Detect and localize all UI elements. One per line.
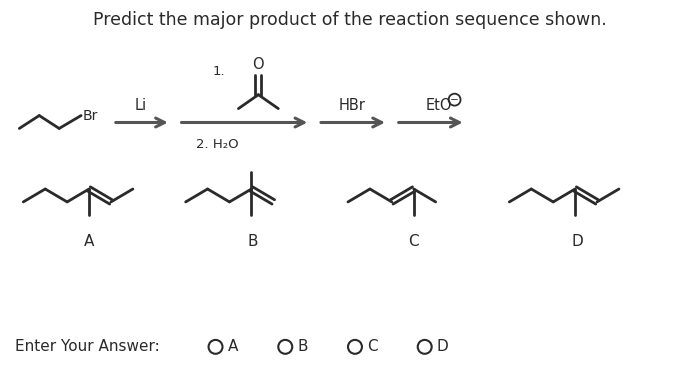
Text: C: C <box>367 339 377 354</box>
Text: D: D <box>571 234 583 249</box>
Text: HBr: HBr <box>339 98 365 112</box>
Text: B: B <box>247 234 258 249</box>
Text: Br: Br <box>83 109 99 122</box>
Text: O: O <box>253 57 264 72</box>
Text: −: − <box>450 95 459 105</box>
Text: Predict the major product of the reaction sequence shown.: Predict the major product of the reactio… <box>93 11 607 29</box>
Text: Enter Your Answer:: Enter Your Answer: <box>15 339 160 354</box>
Text: C: C <box>408 234 419 249</box>
Text: A: A <box>228 339 238 354</box>
Text: B: B <box>298 339 308 354</box>
Text: 2. H₂O: 2. H₂O <box>195 138 238 151</box>
Text: A: A <box>84 234 95 249</box>
Text: Li: Li <box>135 98 147 112</box>
Text: EtO: EtO <box>426 98 452 112</box>
Text: D: D <box>437 339 449 354</box>
Text: 1.: 1. <box>213 65 225 78</box>
